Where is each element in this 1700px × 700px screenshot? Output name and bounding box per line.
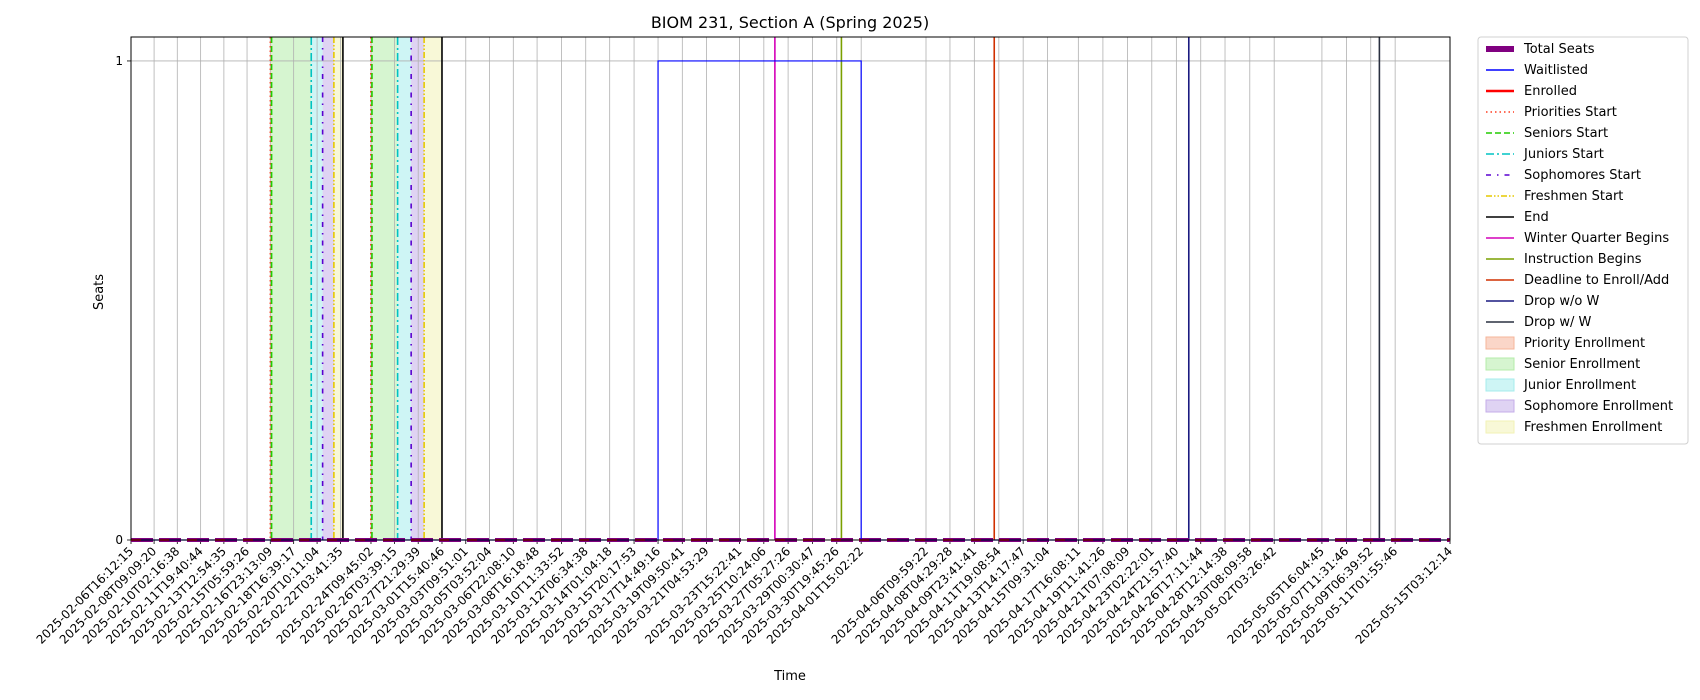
legend-label-2: Enrolled bbox=[1524, 84, 1577, 99]
legend-label-15: Senior Enrollment bbox=[1524, 357, 1640, 372]
legend-label-18: Freshmen Enrollment bbox=[1524, 420, 1662, 435]
span-4-1 bbox=[424, 37, 442, 540]
legend-label-13: Drop w/ W bbox=[1524, 315, 1592, 330]
legend-label-3: Priorities Start bbox=[1524, 105, 1617, 120]
x-axis-label: Time bbox=[773, 669, 806, 684]
legend-label-12: Drop w/o W bbox=[1524, 294, 1600, 309]
legend-swatch-16 bbox=[1485, 378, 1515, 392]
legend-label-10: Instruction Begins bbox=[1524, 252, 1642, 267]
axes-frame bbox=[130, 36, 1451, 541]
legend-label-11: Deadline to Enroll/Add bbox=[1524, 273, 1669, 288]
span-4-0 bbox=[333, 37, 343, 540]
legend-box bbox=[1477, 36, 1689, 445]
plot-area: 2025-02-06T16:12:152025-02-08T09:09:2020… bbox=[34, 36, 1455, 647]
legend-swatch-15 bbox=[1485, 357, 1515, 371]
legend-label-1: Waitlisted bbox=[1524, 63, 1588, 78]
legend: Total Seats Waitlisted Enrolled Priorities … bbox=[1477, 36, 1689, 445]
chart-title: BIOM 231, Section A (Spring 2025) bbox=[651, 13, 929, 32]
span-2-1 bbox=[397, 37, 412, 540]
y-tick-label: 0 bbox=[115, 533, 123, 547]
legend-label-5: Juniors Start bbox=[1523, 147, 1604, 162]
legend-label-6: Sophomores Start bbox=[1524, 168, 1641, 183]
legend-label-0: Total Seats bbox=[1523, 42, 1595, 57]
span-0-0 bbox=[270, 37, 272, 540]
span-3-0 bbox=[322, 37, 334, 540]
span-0-1 bbox=[370, 37, 372, 540]
legend-label-4: Seniors Start bbox=[1524, 126, 1608, 141]
legend-swatch-18 bbox=[1485, 420, 1515, 434]
y-axis-label: Seats bbox=[92, 274, 107, 310]
legend-swatch-17 bbox=[1485, 399, 1515, 413]
span-3-1 bbox=[411, 37, 425, 540]
legend-label-7: Freshmen Start bbox=[1524, 189, 1623, 204]
y-tick-label: 1 bbox=[115, 54, 123, 68]
legend-swatch-14 bbox=[1485, 336, 1515, 350]
legend-label-14: Priority Enrollment bbox=[1524, 336, 1645, 351]
legend-label-9: Winter Quarter Begins bbox=[1524, 231, 1669, 246]
span-1-0 bbox=[271, 37, 312, 540]
legend-label-17: Sophomore Enrollment bbox=[1524, 399, 1673, 414]
legend-label-8: End bbox=[1524, 210, 1549, 225]
span-1-1 bbox=[371, 37, 398, 540]
legend-label-16: Junior Enrollment bbox=[1523, 378, 1636, 393]
